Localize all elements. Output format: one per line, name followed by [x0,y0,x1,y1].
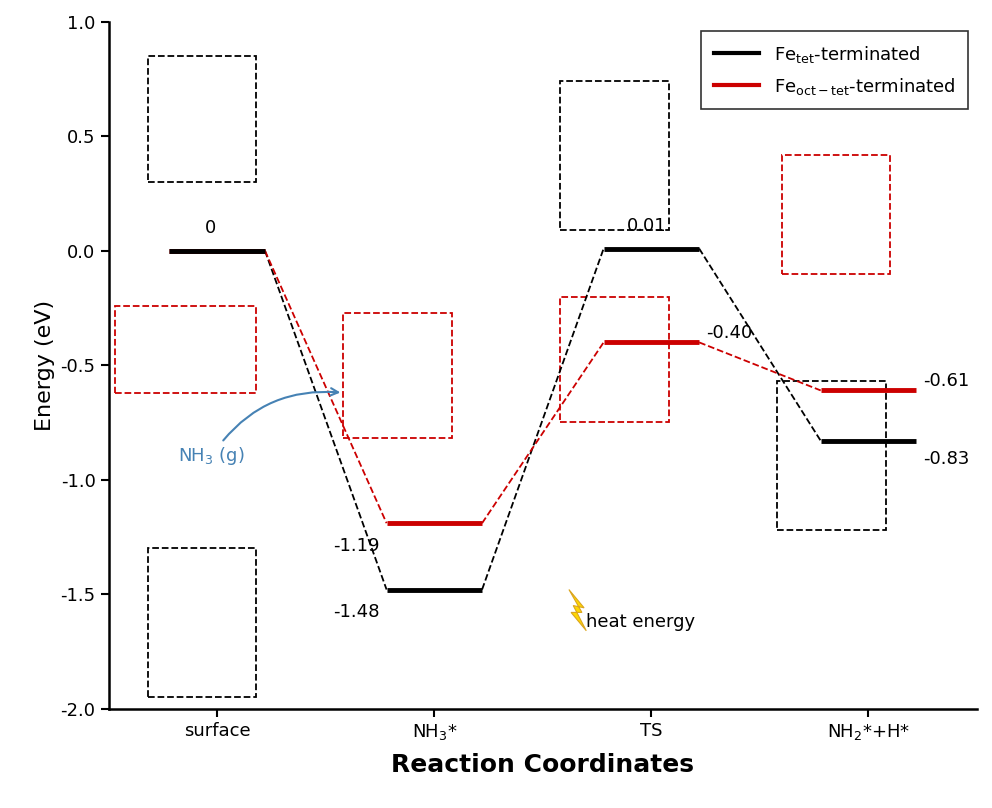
Bar [148,549,256,697]
Legend: Fe$_{\mathregular{tet}}$-terminated, Fe$_{\mathregular{oct-tet}}$-terminated: Fe$_{\mathregular{tet}}$-terminated, Fe$… [701,31,968,109]
Text: 0: 0 [205,219,216,237]
Bar [782,154,890,274]
Text: heat energy: heat energy [586,612,695,630]
Y-axis label: Energy (eV): Energy (eV) [35,300,55,431]
Bar [343,313,451,439]
Polygon shape [568,590,586,631]
Bar [560,82,669,230]
Text: -0.83: -0.83 [923,450,969,468]
Bar [148,57,256,182]
Text: -1.19: -1.19 [333,537,380,555]
Bar [115,305,256,393]
Bar [778,381,886,530]
Text: NH$_3$ (g): NH$_3$ (g) [179,388,338,467]
Text: 0.01: 0.01 [627,217,667,235]
Bar [560,297,669,423]
Text: -1.48: -1.48 [333,604,380,621]
Text: -0.61: -0.61 [923,372,969,390]
Text: -0.40: -0.40 [705,324,752,343]
X-axis label: Reaction Coordinates: Reaction Coordinates [392,753,694,776]
